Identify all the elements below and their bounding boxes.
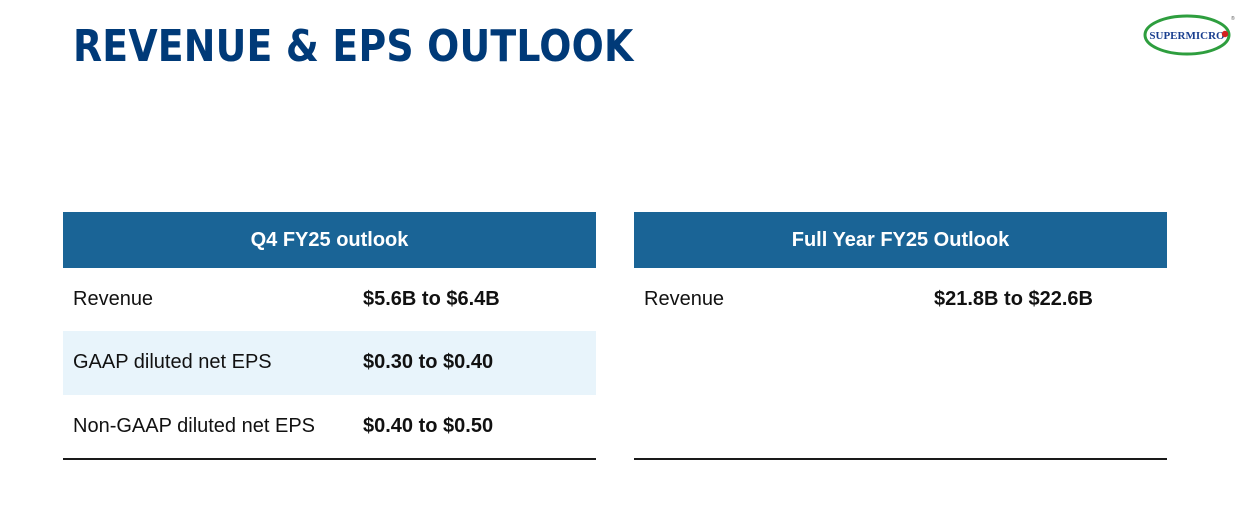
full-year-outlook-header: Full Year FY25 Outlook [634, 212, 1167, 268]
row-label: Non-GAAP diluted net EPS [73, 414, 315, 437]
logo-wordmark: SUPERMICRO [1149, 30, 1225, 42]
row-value: $21.8B to $22.6B [934, 288, 1093, 311]
supermicro-logo: SUPERMICRO ® [1143, 14, 1235, 56]
logo-dot-icon [1221, 30, 1229, 38]
full-year-outlook-rows: Revenue $21.8B to $22.6B [634, 268, 1167, 460]
q4-outlook-table: Q4 FY25 outlook Revenue $5.6B to $6.4B G… [63, 212, 596, 460]
row-label: Revenue [644, 288, 725, 311]
table-row: Revenue $21.8B to $22.6B [634, 268, 1167, 331]
full-year-outlook-table: Full Year FY25 Outlook Revenue $21.8B to… [634, 212, 1167, 460]
page-title: REVENUE & EPS OUTLOOK [73, 21, 634, 72]
row-value: $5.6B to $6.4B [363, 288, 500, 311]
row-value: $0.40 to $0.50 [363, 414, 494, 437]
logo-registered-mark: ® [1231, 15, 1235, 22]
q4-outlook-header: Q4 FY25 outlook [63, 212, 596, 268]
row-label: GAAP diluted net EPS [73, 351, 272, 374]
row-value: $0.30 to $0.40 [363, 351, 494, 374]
table-row: Revenue $5.6B to $6.4B [63, 268, 596, 331]
row-label: Revenue [73, 288, 154, 311]
q4-outlook-rows: Revenue $5.6B to $6.4B GAAP diluted net … [63, 268, 596, 460]
table-row: GAAP diluted net EPS $0.30 to $0.40 [63, 331, 596, 395]
table-row: Non-GAAP diluted net EPS $0.40 to $0.50 [63, 395, 596, 458]
